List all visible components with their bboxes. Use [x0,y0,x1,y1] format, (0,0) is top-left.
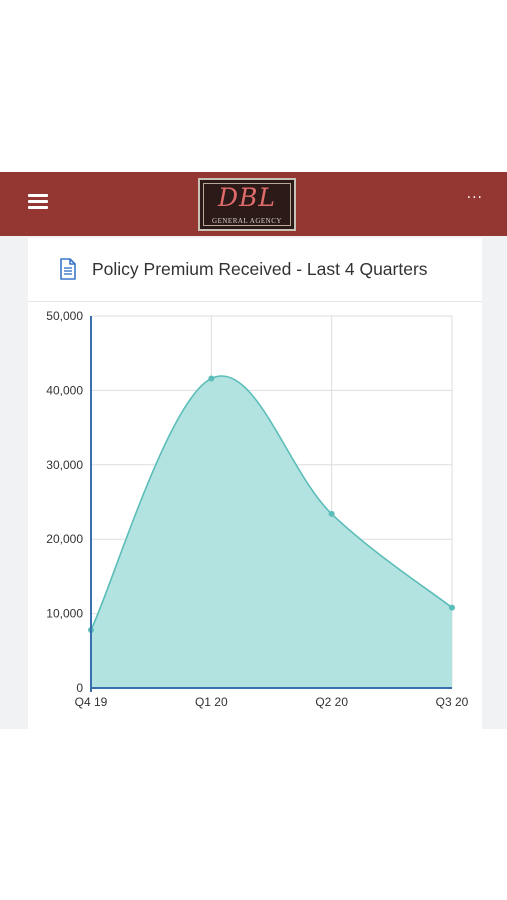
x-tick-label: Q1 20 [195,695,228,709]
x-tick-label: Q3 20 [436,695,469,709]
y-tick-label: 50,000 [46,309,83,323]
logo-subtitle: GENERAL AGENCY [212,217,282,225]
x-tick-label: Q2 20 [315,695,348,709]
series-line [90,375,453,631]
y-tick-label: 20,000 [46,532,83,546]
y-tick-label: 30,000 [46,458,83,472]
app-header: DBL GENERAL AGENCY ··· [0,172,507,236]
y-tick-label: 10,000 [46,607,83,621]
area-chart-svg: 0 10,000 20,000 30,000 40,000 50,000 Q4 19 Q1 2… [46,309,469,709]
more-options-icon[interactable]: ··· [466,190,483,206]
premium-chart: 0 10,000 20,000 30,000 40,000 50,000 Q4 19 Q1 2… [0,298,507,718]
dbl-logo[interactable]: DBL GENERAL AGENCY [198,178,296,231]
data-point [208,375,215,382]
series-area [91,375,452,688]
card-title: Policy Premium Received - Last 4 Quarter… [92,259,428,279]
document-icon [60,258,76,280]
hamburger-menu-icon[interactable] [28,194,48,212]
y-tick-label: 40,000 [46,383,83,397]
y-tick-label: 0 [76,681,83,695]
logo-frame [203,183,291,226]
card-header: Policy Premium Received - Last 4 Quarter… [28,238,482,302]
data-point [449,604,455,611]
x-tick-label: Q4 19 [75,695,108,709]
logo-mark: DBL [217,183,277,212]
data-point [328,510,335,517]
